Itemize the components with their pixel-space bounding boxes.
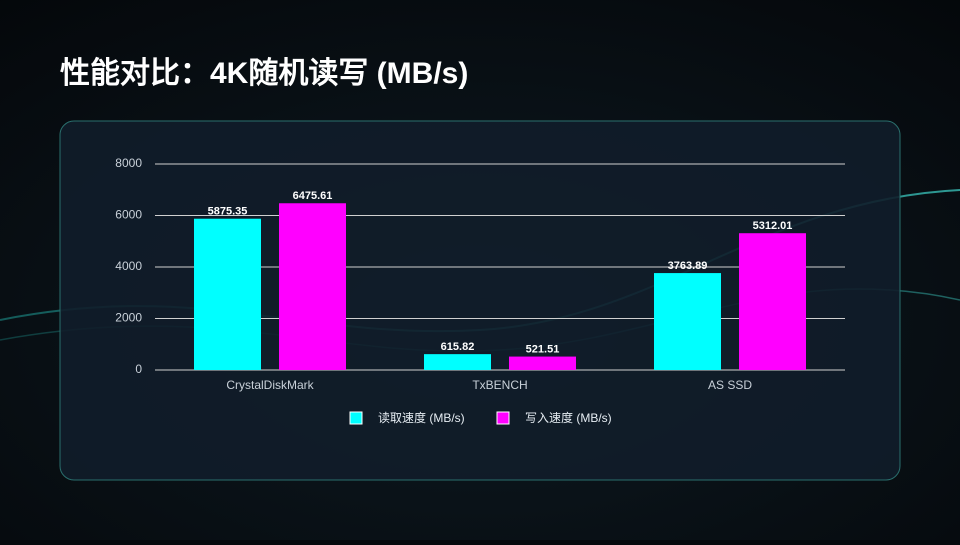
value-label: 521.51	[526, 343, 560, 355]
x-tick-label: CrystalDiskMark	[226, 378, 314, 392]
x-tick-label: TxBENCH	[472, 378, 527, 392]
bar	[424, 354, 491, 370]
legend-swatch	[496, 411, 510, 425]
legend-label: 读取速度 (MB/s)	[378, 410, 465, 425]
y-tick-label: 6000	[115, 208, 142, 222]
legend-swatch	[349, 411, 363, 425]
x-tick-label: AS SSD	[708, 378, 752, 392]
bar	[654, 273, 721, 370]
legend-label: 写入速度 (MB/s)	[525, 410, 612, 425]
value-label: 5875.35	[208, 206, 248, 218]
chart-panel	[59, 120, 901, 481]
value-label: 615.82	[441, 341, 475, 353]
y-tick-label: 8000	[115, 156, 142, 170]
chart-title: 性能对比：4K随机读写 (MB/s)	[60, 57, 468, 90]
y-tick-label: 0	[135, 362, 142, 376]
bar	[509, 356, 576, 370]
y-tick-label: 4000	[115, 259, 142, 273]
y-tick-label: 2000	[115, 311, 142, 325]
bar	[194, 218, 261, 370]
value-label: 6475.61	[293, 190, 333, 202]
bar	[279, 203, 346, 370]
bar	[739, 233, 806, 370]
value-label: 5312.01	[753, 220, 793, 232]
value-label: 3763.89	[668, 260, 708, 272]
